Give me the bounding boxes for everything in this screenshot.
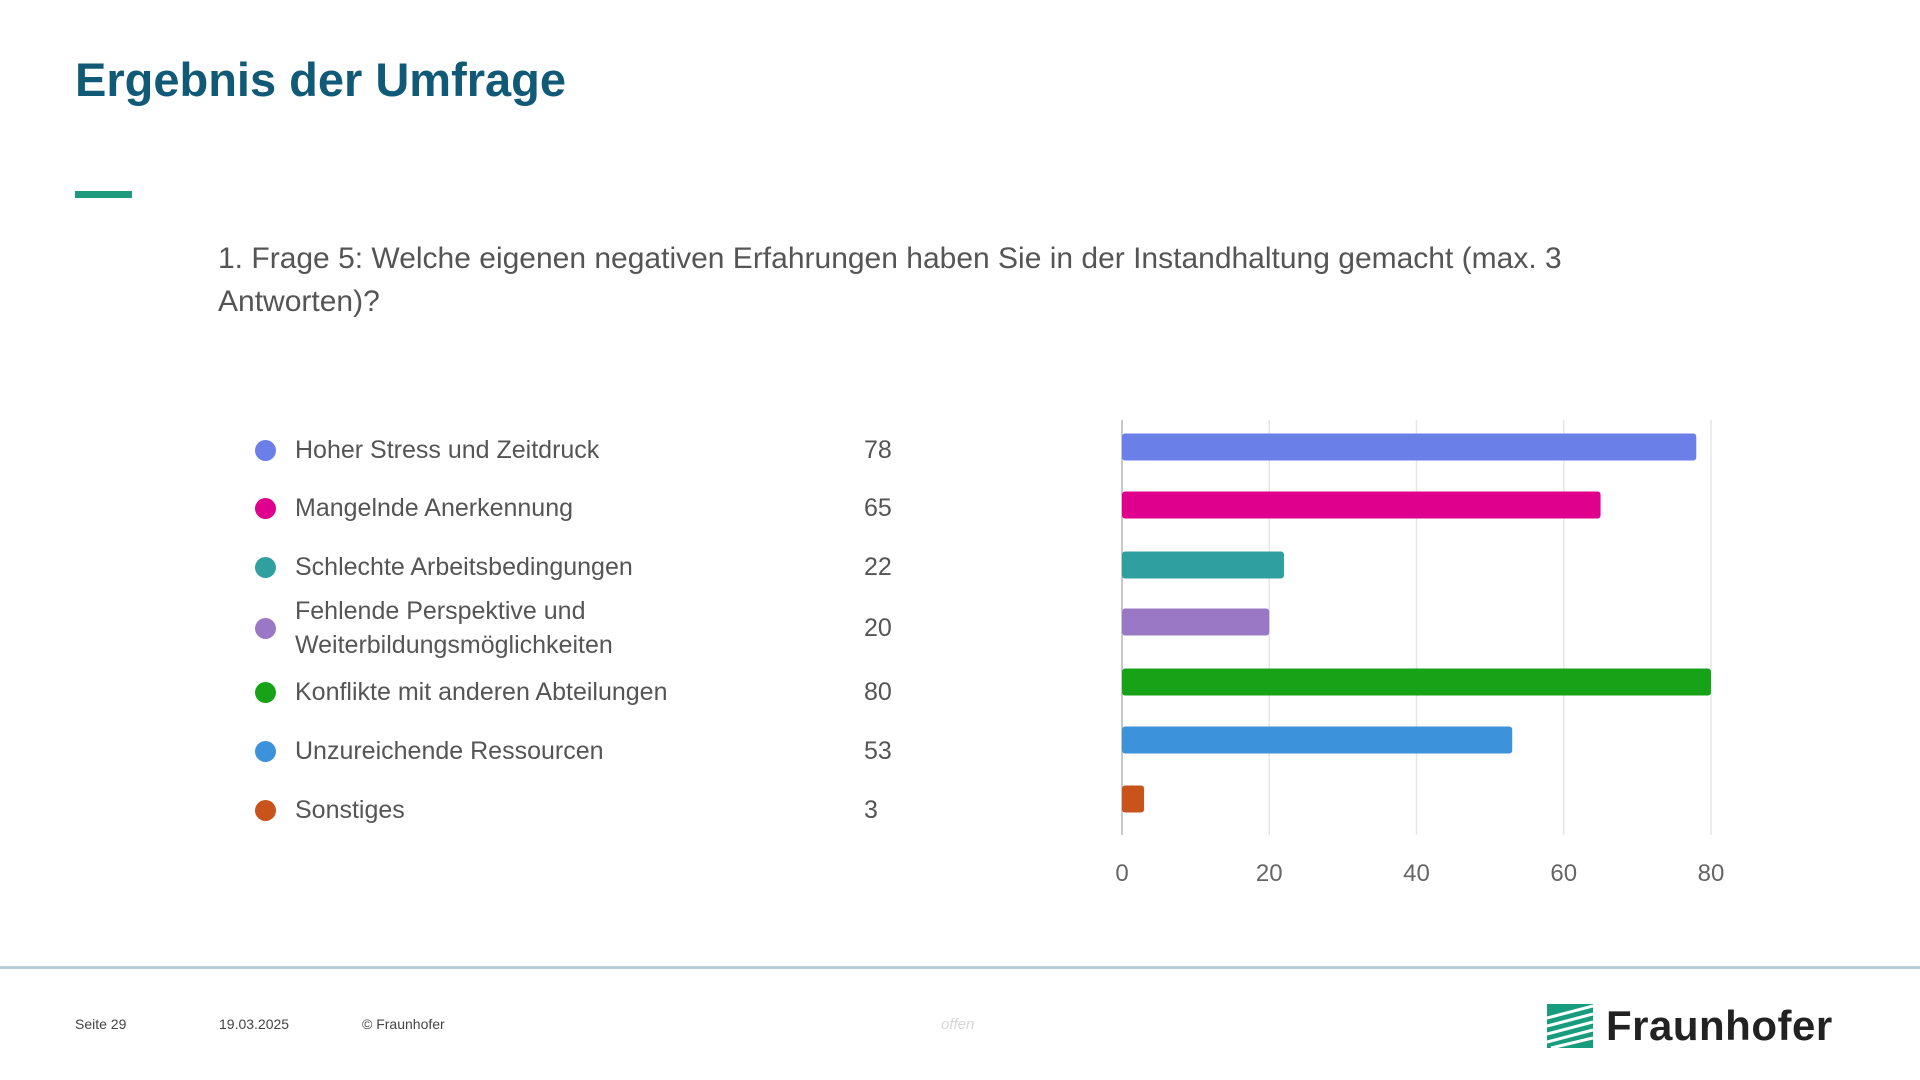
legend-count: 53	[864, 737, 892, 765]
legend-dot-icon	[255, 440, 276, 461]
legend-dot-icon	[255, 800, 276, 821]
legend-dot-icon	[255, 682, 276, 703]
legend-count: 65	[864, 494, 892, 522]
title-accent-bar	[75, 191, 132, 198]
footer-divider	[0, 966, 1920, 969]
bar	[1122, 668, 1711, 696]
fraunhofer-logo: Fraunhofer	[1547, 1002, 1833, 1050]
bar-chart: 0 20 40 60 80	[1115, 420, 1725, 887]
legend-dot-icon	[255, 741, 276, 762]
question-number: 1.	[218, 242, 244, 275]
fraunhofer-logo-icon	[1547, 1004, 1593, 1048]
legend-dot-icon	[255, 557, 276, 578]
classification-label: offen	[941, 1016, 975, 1033]
page-number: Seite 29	[75, 1016, 127, 1032]
legend-count: 80	[864, 678, 892, 706]
bar	[1122, 551, 1284, 579]
legend-dot-icon	[255, 498, 276, 519]
x-tick-label: 80	[1698, 860, 1725, 887]
bar	[1122, 785, 1145, 813]
legend-count: 3	[864, 796, 878, 824]
survey-question: 1. Frage 5: Welche eigenen negativen Erf…	[218, 237, 1638, 323]
bar	[1122, 491, 1601, 519]
footer-copyright: © Fraunhofer	[362, 1016, 445, 1032]
legend-label: Mangelnde Anerkennung	[295, 494, 574, 522]
bar	[1122, 608, 1270, 636]
legend-dot-icon	[255, 618, 276, 639]
legend-label: Hoher Stress und Zeitdruck	[295, 436, 600, 464]
legend-label: Unzureichende Ressourcen	[295, 737, 604, 765]
legend-count: 22	[864, 553, 892, 581]
x-tick-label: 40	[1403, 860, 1430, 887]
legend-count: 78	[864, 436, 892, 464]
x-tick-label: 60	[1550, 860, 1577, 887]
legend-label: Konflikte mit anderen Abteilungen	[295, 678, 668, 706]
slide-title: Ergebnis der Umfrage	[75, 53, 567, 106]
logo-wordmark: Fraunhofer	[1606, 1002, 1833, 1049]
bar	[1122, 433, 1697, 461]
x-tick-label: 20	[1256, 860, 1283, 887]
legend-count: 20	[864, 614, 892, 642]
x-tick-label: 0	[1115, 860, 1128, 887]
legend-label: Fehlende Perspektive und Weiterbildungsm…	[295, 597, 613, 659]
bar	[1122, 726, 1513, 754]
footer-date: 19.03.2025	[219, 1016, 290, 1032]
legend-label: Sonstiges	[295, 796, 405, 824]
question-text: Frage 5: Welche eigenen negativen Erfahr…	[218, 242, 1562, 318]
chart-legend: Hoher Stress und Zeitdruck 78 Mangelnde An…	[0, 0, 1000, 900]
legend-label: Schlechte Arbeitsbedingungen	[295, 553, 633, 581]
